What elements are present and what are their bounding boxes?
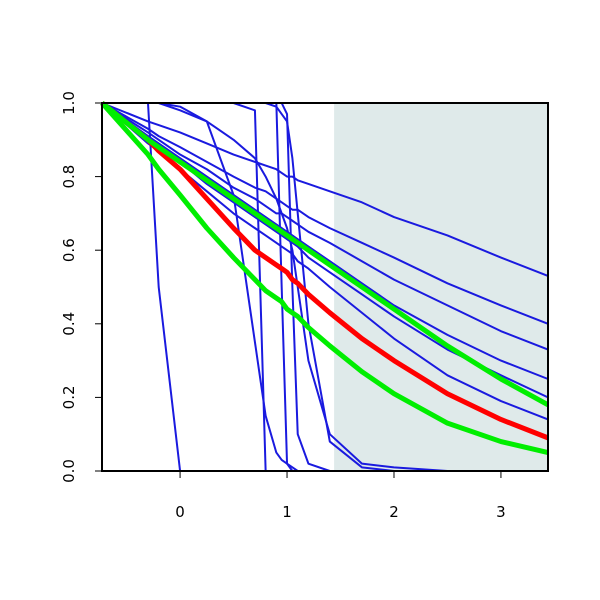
plot-frame — [101, 102, 549, 472]
series-line — [100, 101, 549, 456]
series-line — [102, 102, 548, 472]
y-tick-label: 0.0 — [60, 459, 78, 483]
series-line — [100, 101, 549, 441]
series-line — [101, 102, 549, 325]
series-line — [101, 102, 549, 351]
series-line — [100, 101, 550, 407]
y-tick-label: 0.2 — [60, 385, 78, 409]
x-tick-label: 0 — [175, 503, 185, 521]
y-tick-label: 1.0 — [60, 91, 78, 115]
x-tick-label: 3 — [496, 503, 506, 521]
shaded-region — [334, 103, 548, 471]
y-tick-label: 0.8 — [60, 165, 78, 189]
series-line — [101, 102, 549, 277]
y-tick-label: 0.4 — [60, 312, 78, 336]
x-tick-label: 1 — [282, 503, 292, 521]
y-tick-label: 0.6 — [60, 238, 78, 262]
series-line — [101, 102, 549, 380]
x-tick-label: 2 — [389, 503, 399, 521]
